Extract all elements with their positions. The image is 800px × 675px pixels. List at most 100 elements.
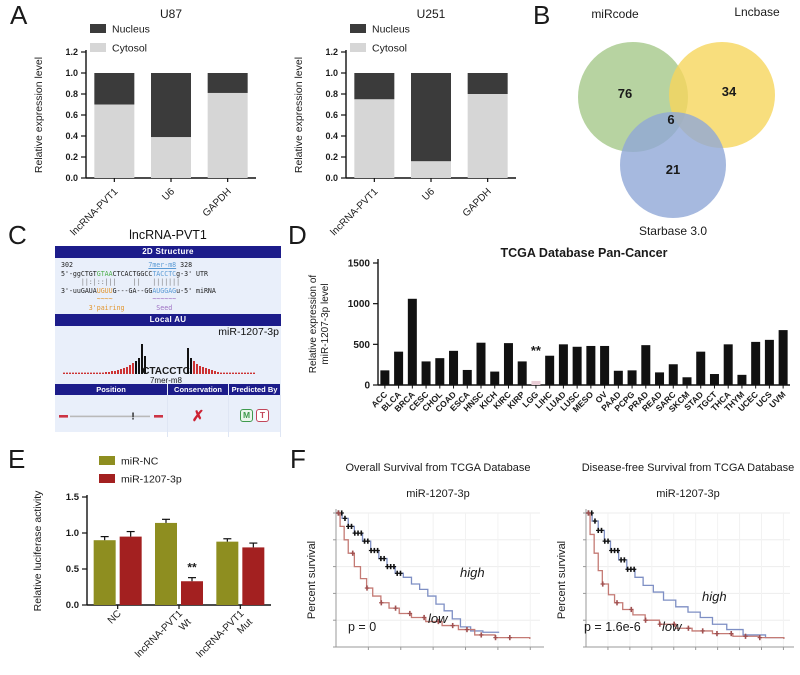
svg-text:1.0: 1.0 xyxy=(325,68,338,78)
svg-text:miR-1207-3p: miR-1207-3p xyxy=(121,474,182,486)
svg-text:0.2: 0.2 xyxy=(325,152,338,162)
svg-text:1000: 1000 xyxy=(348,299,371,310)
svg-text:Lncbase: Lncbase xyxy=(734,5,780,19)
svg-text:0.4: 0.4 xyxy=(65,131,78,141)
svg-text:0: 0 xyxy=(364,381,370,392)
svg-text:0.0: 0.0 xyxy=(65,173,78,183)
svg-text:Percent survival: Percent survival xyxy=(556,541,568,619)
svg-text:Cytosol: Cytosol xyxy=(112,43,147,55)
local-au-section: miR-1207-3p CTACCTC 7mer-m8 xyxy=(55,325,281,385)
position-mark: ! xyxy=(131,411,134,422)
svg-text:miRcode: miRcode xyxy=(591,7,639,21)
panel-label-d: D xyxy=(288,220,307,250)
svg-text:0.6: 0.6 xyxy=(65,110,78,120)
svg-text:0.0: 0.0 xyxy=(325,173,338,183)
svg-text:0.8: 0.8 xyxy=(65,89,78,99)
svg-text:Starbase 3.0: Starbase 3.0 xyxy=(639,224,707,238)
panel-label-c: C xyxy=(8,220,27,250)
svg-text:high: high xyxy=(460,565,485,580)
conservation-cross-icon: ✗ xyxy=(191,407,205,425)
svg-text:Overall Survival from TCGA Dat: Overall Survival from TCGA Database xyxy=(345,462,530,474)
svg-text:7mer-m8: 7mer-m8 xyxy=(150,376,183,385)
km-overall-survival: Overall Survival from TCGA Database miR-1… xyxy=(306,462,544,650)
svg-text:U251: U251 xyxy=(417,7,446,21)
mirna-label: miR-1207-3p xyxy=(218,325,279,338)
svg-text:500: 500 xyxy=(353,340,370,351)
panel-c-title: lncRNA-PVT1 xyxy=(129,228,207,242)
svg-text:0.4: 0.4 xyxy=(325,131,338,141)
panel-label-f: F xyxy=(290,444,306,474)
svg-text:Percent survival: Percent survival xyxy=(306,541,318,619)
svg-text:Relative luciferase activity: Relative luciferase activity xyxy=(32,490,44,612)
svg-text:Cytosol: Cytosol xyxy=(372,43,407,55)
chart-u251-stacked-bars: U251 Nucleus Cytosol Relative expression le… xyxy=(293,7,516,238)
chart-pan-cancer: TCGA Database Pan-Cancer Relative express… xyxy=(308,246,790,414)
panel-label-e: E xyxy=(8,444,26,474)
svg-text:p = 0: p = 0 xyxy=(348,620,376,634)
svg-text:21: 21 xyxy=(666,162,680,177)
svg-text:Nucleus: Nucleus xyxy=(372,24,410,36)
svg-text:high: high xyxy=(702,589,727,604)
chart-luciferase: miR-NC miR-1207-3p Relative luciferase act… xyxy=(32,456,271,660)
predictor-t-badge: T xyxy=(256,409,269,423)
svg-text:U6: U6 xyxy=(420,186,437,203)
svg-text:U87: U87 xyxy=(160,7,182,21)
svg-text:miR-1207-3p: miR-1207-3p xyxy=(656,488,720,500)
column-header-predicted-by: Predicted By xyxy=(229,383,281,395)
svg-text:6: 6 xyxy=(667,112,674,127)
header-local-au: Local AU xyxy=(55,313,281,326)
svg-text:miR-1207-3p level: miR-1207-3p level xyxy=(320,283,331,364)
column-header-position: Position xyxy=(55,383,168,395)
svg-text:miR-NC: miR-NC xyxy=(121,456,159,468)
svg-text:low: low xyxy=(662,619,683,634)
svg-text:**: ** xyxy=(531,343,542,358)
position-cell: ! xyxy=(55,394,168,437)
svg-text:lncRNA-PVT1: lncRNA-PVT1 xyxy=(133,608,185,660)
svg-text:Nucleus: Nucleus xyxy=(112,24,150,36)
venn-diagram: miRcode Lncbase Starbase 3.0 76 34 6 21 xyxy=(578,5,780,238)
predictor-m-badge: M xyxy=(240,409,253,423)
column-header-conservation: Conservation xyxy=(168,383,230,395)
svg-text:TCGA Database Pan-Cancer: TCGA Database Pan-Cancer xyxy=(501,246,668,260)
km-disease-free-survival: Disease-free Survival from TCGA Database… xyxy=(556,462,795,650)
svg-text:1.2: 1.2 xyxy=(65,47,78,57)
svg-text:Disease-free Survival from TCG: Disease-free Survival from TCGA Database xyxy=(582,462,795,474)
svg-text:0.6: 0.6 xyxy=(325,110,338,120)
svg-text:1.2: 1.2 xyxy=(325,47,338,57)
svg-text:Relative expression level: Relative expression level xyxy=(33,57,45,173)
svg-text:Relative expression of: Relative expression of xyxy=(308,275,319,374)
predicted-by-cell: M T xyxy=(229,394,281,437)
header-2d-structure: 2D Structure xyxy=(55,246,281,258)
svg-text:34: 34 xyxy=(722,84,737,99)
svg-text:lncRNA-PVT1: lncRNA-PVT1 xyxy=(329,186,381,238)
svg-text:U6: U6 xyxy=(160,186,177,203)
svg-text:lncRNA-PVT1: lncRNA-PVT1 xyxy=(195,608,247,660)
svg-text:0.2: 0.2 xyxy=(65,152,78,162)
svg-text:miR-1207-3p: miR-1207-3p xyxy=(406,488,470,500)
prediction-table: Position Conservation Predicted By ! ✗ M… xyxy=(55,383,281,437)
svg-text:1.0: 1.0 xyxy=(65,68,78,78)
panel-label-b: B xyxy=(533,0,551,30)
svg-text:1500: 1500 xyxy=(348,259,371,270)
target-prediction-card: 2D Structure 302 7mer-m8 328 5'-ggCTGTGTA… xyxy=(55,246,281,437)
svg-text:p = 1.6e-6: p = 1.6e-6 xyxy=(584,620,641,634)
svg-text:GAPDH: GAPDH xyxy=(461,186,494,219)
chart-u87-stacked-bars: U87 Nucleus Cytosol Relative expression lev… xyxy=(33,7,256,238)
svg-text:UVM: UVM xyxy=(767,389,787,409)
svg-text:1.5: 1.5 xyxy=(66,492,80,503)
svg-text:GAPDH: GAPDH xyxy=(201,186,234,219)
conservation-cell: ✗ xyxy=(168,394,230,437)
svg-text:CTACCTC: CTACCTC xyxy=(142,366,190,377)
svg-text:0.5: 0.5 xyxy=(66,564,80,575)
svg-text:Relative expression level: Relative expression level xyxy=(293,57,305,173)
svg-text:0.0: 0.0 xyxy=(66,600,79,611)
panel-label-a: A xyxy=(10,0,28,30)
svg-text:76: 76 xyxy=(618,86,632,101)
svg-text:0.8: 0.8 xyxy=(325,89,338,99)
position-graphic: ! xyxy=(59,411,163,422)
sequence-alignment: 302 7mer-m8 328 5'-ggCTGTGTAACTCACTGGCCTA… xyxy=(61,261,216,312)
svg-text:NC: NC xyxy=(106,608,124,626)
svg-text:low: low xyxy=(428,611,449,626)
